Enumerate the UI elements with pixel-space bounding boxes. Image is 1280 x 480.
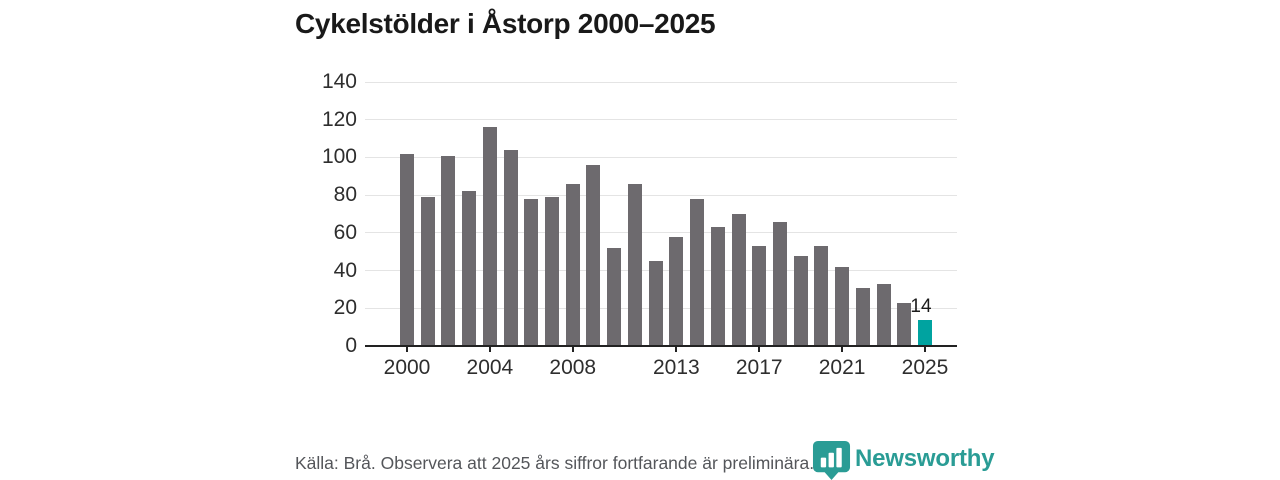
newsworthy-logo[interactable]: Newsworthy: [812, 440, 995, 480]
newsworthy-badge-icon: [812, 440, 851, 480]
gridline-y-140: [365, 81, 957, 83]
x-tick-label-2008: 2008: [549, 356, 597, 379]
x-tick-2021: [841, 346, 844, 352]
x-tick-2013: [675, 346, 678, 352]
x-tick-2017: [758, 346, 761, 352]
bar-2018: [772, 221, 787, 346]
highlight-value-label: 14: [910, 295, 932, 317]
bar-2016: [731, 214, 746, 346]
bar-2009: [586, 164, 601, 346]
bar-2010: [607, 247, 622, 346]
bar-2024: [897, 302, 912, 346]
x-tick-label-2013: 2013: [653, 356, 700, 379]
bar-2013: [669, 236, 684, 346]
gridline-y-60: [365, 232, 957, 234]
y-tick-label-40: 40: [333, 258, 357, 282]
bar-2001: [420, 197, 435, 346]
x-tick-2025: [924, 346, 926, 352]
bar-2006: [524, 198, 539, 346]
plot-area: 2000 2004 2008 2013 2017 2021 2025 14: [365, 81, 957, 379]
x-tick-2000: [406, 346, 408, 352]
y-tick-label-0: 0: [345, 334, 357, 357]
bar-2023: [876, 283, 891, 346]
bar-2012: [648, 261, 663, 346]
bar-2014: [690, 198, 705, 346]
x-tick-label-2025: 2025: [901, 356, 949, 379]
bar-2017: [752, 246, 767, 346]
y-tick-label-100: 100: [321, 145, 357, 169]
x-tick-2004: [488, 346, 491, 352]
bar-2002: [441, 155, 456, 346]
gridline-y-80: [365, 194, 957, 196]
bar-2020: [814, 246, 829, 346]
x-axis-line: [365, 345, 957, 347]
y-tick-label-80: 80: [333, 183, 357, 207]
y-tick-label-120: 120: [321, 107, 357, 131]
brand-name: Newsworthy: [855, 445, 995, 472]
bar-2011: [627, 183, 642, 346]
x-tick-label-2021: 2021: [818, 356, 866, 379]
x-tick-2008: [571, 346, 574, 352]
bar-2019: [793, 255, 808, 346]
gridline-y-120: [365, 119, 957, 121]
bar-2004: [482, 127, 497, 346]
bar-2003: [462, 191, 477, 346]
x-tick-label-2017: 2017: [735, 356, 783, 379]
bar-2015: [710, 227, 725, 346]
gridline-y-100: [365, 156, 957, 158]
bar-2005: [503, 149, 518, 346]
bar-2022: [855, 287, 870, 346]
bar-2021: [835, 266, 850, 346]
bar-2007: [545, 197, 560, 346]
y-axis-labels: 0 20 40 60 80 100 120 140: [277, 70, 357, 357]
bar-2000: [400, 153, 414, 346]
bar-2025: [918, 319, 932, 346]
x-tick-label-2004: 2004: [466, 356, 514, 379]
chart-title: Cykelstölder i Åstorp 2000–2025: [295, 8, 716, 39]
y-tick-label-60: 60: [333, 220, 357, 244]
x-tick-label-2000: 2000: [383, 356, 431, 379]
source-note: Källa: Brå. Observera att 2025 års siffr…: [295, 453, 815, 473]
y-tick-label-20: 20: [333, 296, 357, 320]
y-tick-label-140: 140: [321, 70, 357, 93]
bar-2008: [565, 183, 580, 346]
